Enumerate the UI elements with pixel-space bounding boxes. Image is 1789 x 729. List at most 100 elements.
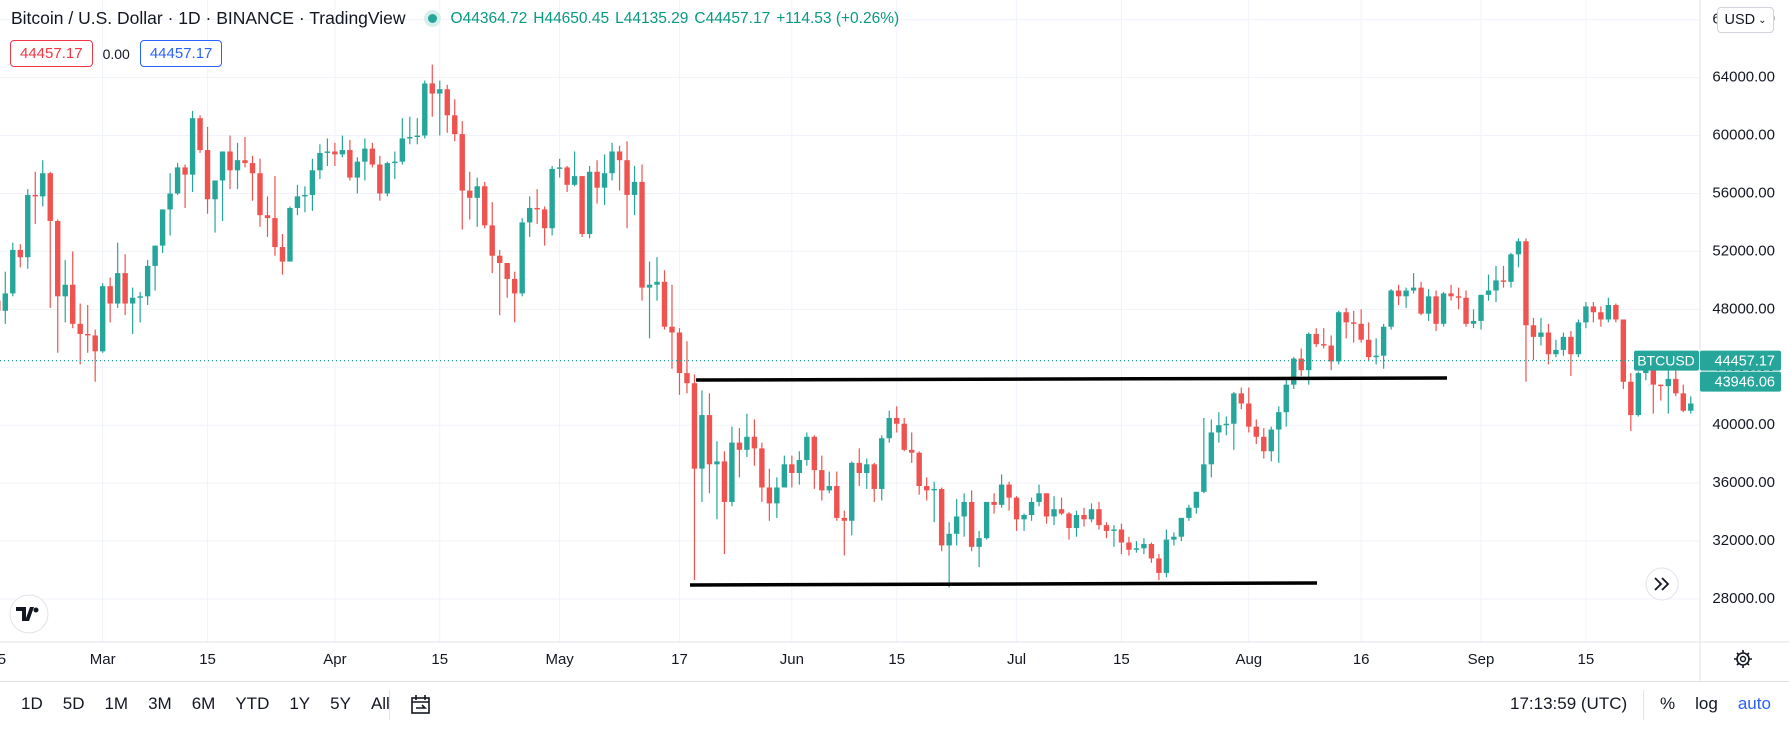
candle-body [474, 186, 480, 198]
y-tick-label: 60000.00 [1712, 127, 1775, 144]
candle-body [414, 135, 420, 138]
sell-price[interactable]: 44457.17 [10, 40, 93, 67]
scale-option[interactable]: % [1660, 694, 1676, 713]
scroll-to-realtime-button[interactable] [1645, 567, 1679, 601]
scale-options: % log auto [1660, 694, 1771, 714]
candle-body [84, 333, 91, 336]
candle-body [2, 293, 8, 311]
candle-body [1560, 336, 1567, 350]
candle-body [556, 167, 563, 169]
candle-body [526, 207, 533, 223]
candle-body [107, 286, 113, 304]
candle-body [1268, 429, 1274, 452]
candle-body [961, 501, 967, 517]
candle-body [864, 464, 870, 473]
candle-body [1133, 548, 1140, 550]
candle-body [998, 484, 1005, 505]
candle-body [1193, 491, 1200, 508]
buy-price[interactable]: 44457.17 [139, 40, 223, 67]
x-tick-label: Sep [1468, 651, 1495, 668]
settings-gear[interactable] [1734, 650, 1752, 668]
range-button[interactable]: 1M [104, 694, 129, 713]
price-labels: BTCUSD 44457.17 43946.06 [1634, 350, 1781, 392]
symbol-title: Bitcoin / U.S. Dollar · 1D · BINANCE · T… [11, 8, 406, 28]
candle-body [324, 151, 331, 153]
scale-option[interactable]: auto [1737, 694, 1771, 713]
candle-body [317, 152, 323, 171]
candle-body [669, 326, 675, 333]
candle-body [1673, 378, 1679, 394]
candle-body [534, 207, 540, 210]
y-tick-label: 32000.00 [1712, 532, 1775, 549]
candle-body [1448, 293, 1454, 297]
x-tick-label: Aug [1235, 651, 1262, 668]
candle-body [114, 273, 121, 304]
date-range-icon[interactable] [410, 694, 432, 716]
candle-body [541, 209, 548, 229]
candle-body [796, 459, 803, 473]
candle-body [819, 470, 825, 491]
x-tick-label: 15 [199, 651, 216, 668]
candle-body [849, 462, 855, 521]
candle-body [609, 151, 615, 174]
market-status[interactable] [427, 14, 437, 23]
candle-body [144, 265, 151, 297]
candle-body [437, 89, 443, 94]
candle-body [287, 207, 293, 262]
range-button[interactable]: All [370, 694, 390, 713]
candle-body [1111, 529, 1117, 531]
range-button[interactable]: 3M [148, 694, 172, 713]
candle-body [467, 190, 473, 198]
candle-body [579, 176, 585, 235]
candle-body [886, 417, 892, 439]
candle-body [1283, 384, 1289, 413]
range-button[interactable]: 5Y [330, 694, 351, 713]
range-button[interactable]: 1D [21, 694, 43, 713]
candle-body [1028, 501, 1035, 515]
candle-body [422, 83, 428, 136]
candle-body [1118, 529, 1125, 543]
candle-body [968, 501, 975, 547]
last-price-box [1700, 350, 1781, 371]
candle-body [1328, 345, 1334, 362]
candle-body [197, 118, 203, 151]
candle-body [1186, 507, 1192, 518]
range-button[interactable]: 5D [62, 694, 85, 713]
y-tick-label: 56000.00 [1712, 184, 1775, 201]
candle-body [47, 173, 53, 221]
candle-body [946, 533, 952, 546]
candle-body [1246, 403, 1252, 427]
currency-select[interactable]: USD ⌄ [1717, 7, 1774, 33]
clock[interactable]: 17:13:59 (UTC) [1510, 694, 1628, 713]
level-label-box [1700, 371, 1781, 392]
candle-body [879, 438, 885, 489]
candle-body [706, 415, 713, 465]
trend-line-resistance[interactable] [695, 376, 1448, 382]
candle-body [1433, 296, 1439, 324]
scale-option[interactable]: log [1695, 694, 1718, 713]
candle-body [1261, 436, 1267, 452]
candle-body [242, 160, 248, 164]
candle-body [182, 167, 188, 175]
axes: 28000.0032000.0036000.0040000.0044000.00… [0, 11, 1775, 668]
candle-body [354, 161, 361, 178]
x-tick-label: Jun [780, 651, 804, 668]
candle-body [1523, 241, 1529, 326]
candle-body [249, 163, 256, 174]
tv-logo[interactable] [9, 594, 49, 634]
range-button[interactable]: 6M [191, 694, 216, 713]
candle-body [1500, 280, 1507, 282]
symbol-label: BTCUSD [1637, 352, 1695, 368]
candle-body [781, 464, 788, 488]
candle-body [1658, 384, 1664, 387]
open: O44364.72 [450, 9, 528, 27]
range-button[interactable]: 1Y [289, 694, 311, 713]
candle-body [1103, 525, 1110, 531]
candle-body [1590, 306, 1597, 313]
candle-body [1493, 280, 1499, 291]
x-tick-label: Mar [90, 651, 116, 668]
range-button[interactable]: YTD [235, 694, 270, 713]
trend-line-support[interactable] [689, 581, 1318, 587]
separator [389, 690, 390, 720]
legend-header: Bitcoin / U.S. Dollar · 1D · BINANCE · T… [11, 8, 905, 29]
